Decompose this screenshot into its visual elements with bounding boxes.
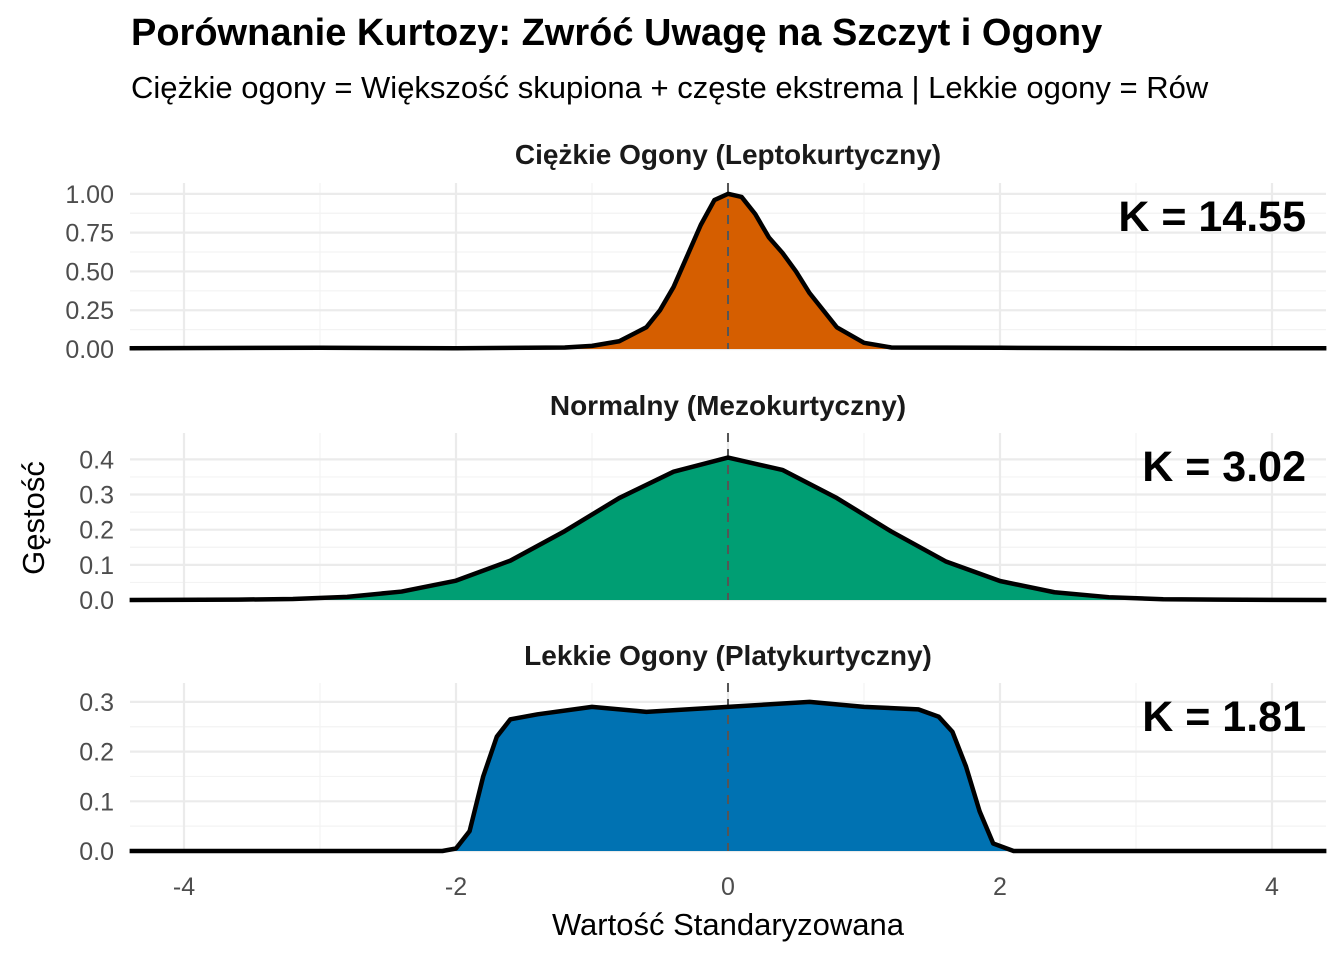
y-tick-label: 0.4 — [79, 446, 114, 474]
kurtosis-label: K = 14.55 — [1118, 193, 1306, 241]
y-tick-label: 0.0 — [79, 587, 114, 615]
x-tick-label: 4 — [1265, 873, 1279, 901]
y-tick-label: 0.50 — [65, 258, 114, 286]
y-axis-label: Gęstość — [16, 461, 51, 575]
density-area-1 — [129, 457, 1327, 600]
density-curve-0 — [129, 191, 1327, 351]
y-tick-label: 0.1 — [79, 552, 114, 580]
kurtosis-label: K = 3.02 — [1142, 443, 1306, 491]
density-area-2 — [129, 701, 1327, 851]
y-tick-label: 1.00 — [65, 181, 114, 209]
y-tick-label: 0.3 — [79, 689, 114, 717]
y-tick-label: 0.75 — [65, 220, 114, 248]
x-tick-label: -2 — [445, 873, 467, 901]
kurtosis-label: K = 1.81 — [1142, 693, 1306, 741]
x-tick-label: 2 — [993, 873, 1007, 901]
density-curve-2 — [129, 699, 1327, 854]
y-tick-label: 0.3 — [79, 482, 114, 510]
chart-title: Porównanie Kurtozy: Zwróć Uwagę na Szczy… — [131, 12, 1103, 54]
y-tick-label: 0.2 — [79, 517, 114, 545]
x-tick-label: -4 — [173, 873, 195, 901]
panel-title: Lekkie Ogony (Platykurtyczny) — [524, 640, 932, 671]
y-tick-label: 0.0 — [79, 838, 114, 866]
panel-title: Normalny (Mezokurtyczny) — [550, 390, 906, 421]
y-tick-label: 0.2 — [79, 739, 114, 767]
density-curve-1 — [129, 455, 1327, 603]
y-tick-label: 0.1 — [79, 788, 114, 816]
x-axis-label: Wartość Standaryzowana — [552, 907, 905, 942]
x-tick-label: 0 — [721, 873, 735, 901]
chart-subtitle: Ciężkie ogony = Większość skupiona + czę… — [131, 70, 1209, 105]
y-tick-label: 0.25 — [65, 297, 114, 325]
panel-title: Ciężkie Ogony (Leptokurtyczny) — [515, 139, 941, 170]
y-tick-label: 0.00 — [65, 336, 114, 364]
